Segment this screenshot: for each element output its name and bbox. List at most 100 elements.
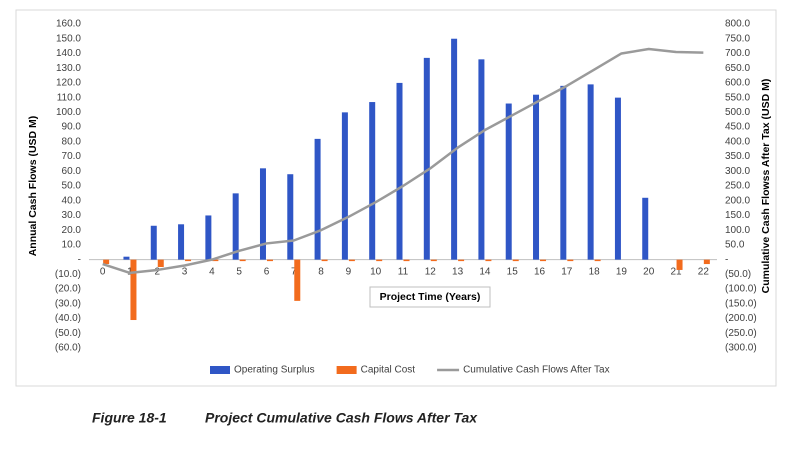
- y2-tick-label: (150.0): [725, 298, 757, 309]
- legend-swatch: [336, 366, 357, 374]
- y2-tick-label: 800.0: [725, 19, 750, 30]
- x-tick-label: 15: [507, 266, 519, 277]
- bar: [348, 259, 355, 262]
- x-tick-label: 2: [154, 266, 160, 277]
- y2-tick-label: 400.0: [725, 136, 750, 147]
- bar: [505, 103, 512, 260]
- line: [102, 47, 704, 275]
- bar: [369, 102, 376, 260]
- y-tick-label: 120.0: [56, 78, 81, 89]
- bar: [239, 259, 246, 262]
- bar: [150, 225, 157, 260]
- y-tick-label: (60.0): [55, 343, 81, 354]
- y2-tick-label: 500.0: [725, 107, 750, 118]
- y-tick-label: 10.0: [62, 240, 82, 251]
- x-tick-label: 8: [318, 266, 324, 277]
- bar: [314, 138, 321, 260]
- bar: [458, 259, 465, 262]
- bar: [403, 259, 410, 262]
- y2-tick-label: 650.0: [725, 63, 750, 74]
- y-tick-label: 140.0: [56, 48, 81, 59]
- x-tick-label: 14: [479, 266, 491, 277]
- x-tick-label: 5: [236, 266, 242, 277]
- bar: [540, 259, 547, 262]
- bar: [423, 57, 430, 260]
- figure-title: Project Cumulative Cash Flows After Tax: [205, 410, 478, 426]
- bar: [560, 85, 567, 260]
- y2-tick-label: 600.0: [725, 78, 750, 89]
- y2-tick-label: 350.0: [725, 151, 750, 162]
- bar: [396, 82, 403, 260]
- x-tick-label: 10: [370, 266, 382, 277]
- y-tick-label: 50.0: [62, 181, 82, 192]
- bar: [157, 259, 164, 267]
- y2-tick-label: (300.0): [725, 343, 757, 354]
- x-tick-label: 18: [589, 266, 601, 277]
- x-tick-label: 3: [182, 266, 188, 277]
- x-tick-label: 0: [100, 266, 106, 277]
- bar: [478, 59, 485, 260]
- y-tick-label: 130.0: [56, 63, 81, 74]
- y2-tick-label: (50.0): [725, 269, 751, 280]
- bar: [341, 112, 348, 260]
- bar: [614, 97, 621, 260]
- bar: [321, 259, 328, 262]
- bar: [567, 259, 574, 262]
- y2-axis-title: Cumulative Cash Flowss After Tax (USD M): [760, 79, 772, 294]
- y2-tick-label: 300.0: [725, 166, 750, 177]
- y-tick-label: (50.0): [55, 328, 81, 339]
- bar: [703, 259, 710, 265]
- x-tick-label: 9: [346, 266, 352, 277]
- y2-tick-label: 200.0: [725, 195, 750, 206]
- y-tick-label: -: [78, 254, 81, 265]
- x-tick-label: 4: [209, 266, 215, 277]
- legend-label: Capital Cost: [361, 365, 416, 376]
- bar: [430, 259, 437, 262]
- bar: [178, 224, 185, 260]
- x-tick-label: 11: [398, 266, 409, 277]
- y-axis-title: Annual Cash Flows (USD M): [27, 116, 39, 257]
- bar: [130, 259, 137, 321]
- x-axis-title: Project Time (Years): [380, 291, 481, 303]
- y-tick-label: 110.0: [57, 92, 82, 103]
- y2-tick-label: 450.0: [725, 122, 750, 133]
- bar: [376, 259, 383, 262]
- y2-tick-label: 750.0: [725, 33, 750, 44]
- chart-frame: [15, 9, 777, 387]
- x-axis-title-box: [369, 286, 491, 308]
- y-tick-label: (10.0): [55, 269, 81, 280]
- bar: [594, 259, 601, 262]
- x-tick-label: 7: [291, 266, 297, 277]
- bar: [103, 259, 110, 265]
- bar: [294, 259, 301, 301]
- bar: [587, 84, 594, 260]
- bar: [642, 197, 649, 260]
- bar: [212, 259, 219, 262]
- y2-tick-label: 100.0: [725, 225, 750, 236]
- x-tick-label: 16: [534, 266, 546, 277]
- bar: [259, 168, 266, 260]
- x-tick-label: 17: [561, 266, 573, 277]
- figure-number: Figure 18-1: [92, 410, 167, 426]
- y-tick-label: 60.0: [62, 166, 82, 177]
- x-tick-label: 21: [670, 266, 682, 277]
- bar: [232, 193, 239, 260]
- x-tick-label: 6: [264, 266, 270, 277]
- y-tick-label: 40.0: [62, 195, 82, 206]
- legend-label: Operating Surplus: [234, 365, 315, 376]
- legend-swatch: [210, 366, 230, 374]
- y2-tick-label: 550.0: [725, 92, 750, 103]
- bar: [185, 259, 192, 262]
- x-tick-label: 12: [425, 266, 437, 277]
- y-tick-label: 70.0: [62, 151, 82, 162]
- legend-label: Cumulative Cash Flows After Tax: [463, 365, 610, 376]
- x-tick-label: 22: [698, 266, 710, 277]
- y-tick-label: 150.0: [56, 33, 81, 44]
- y-tick-label: (20.0): [55, 284, 81, 295]
- bar: [205, 215, 212, 260]
- bar: [485, 259, 492, 262]
- y-tick-label: 20.0: [62, 225, 82, 236]
- y2-tick-label: 50.0: [725, 240, 745, 251]
- y-tick-label: (40.0): [55, 313, 81, 324]
